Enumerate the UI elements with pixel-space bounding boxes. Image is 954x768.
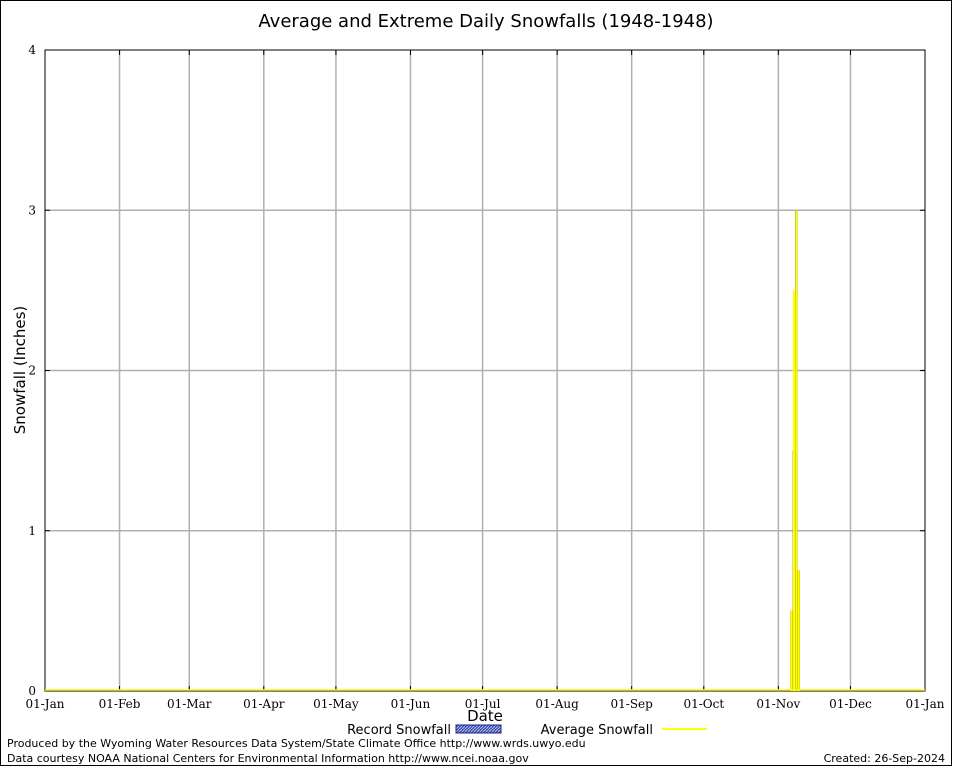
footer-courtesy: Data courtesy NOAA National Centers for …	[7, 752, 529, 765]
x-tick-label: 01-Mar	[167, 697, 212, 711]
data-bars	[45, 210, 925, 691]
x-tick-label: 01-May	[313, 697, 359, 711]
x-tick-label: 01-Apr	[243, 697, 285, 711]
chart-title: Average and Extreme Daily Snowfalls (194…	[258, 11, 713, 32]
y-tick-label: 4	[28, 43, 36, 57]
y-tick-label: 2	[28, 364, 36, 378]
x-tick-label: 01-Dec	[829, 697, 872, 711]
x-tick-label: 01-Jul	[465, 697, 501, 711]
x-tick-label: 01-Aug	[535, 697, 579, 711]
axis-ticks: 0 1 2 3 4 01-Jan 01-Feb 01-Mar 01-Apr 01-May 01-Ju…	[25, 43, 944, 711]
x-tick-label: 01-Jan	[25, 697, 64, 711]
y-tick-label: 1	[28, 524, 36, 538]
x-tick-label: 01-Jun	[391, 697, 431, 711]
x-tick-label: 01-Oct	[683, 697, 724, 711]
x-tick-label: 01-Nov	[756, 697, 800, 711]
footer-created: Created: 26-Sep-2024	[823, 752, 945, 765]
y-axis-title: Snowfall (Inches)	[11, 306, 29, 434]
x-axis-title: Date	[467, 707, 503, 725]
grid-lines	[45, 50, 925, 691]
x-tick-label: 01-Jan	[905, 697, 944, 711]
x-tick-label: 01-Sep	[611, 697, 654, 711]
y-tick-label: 0	[28, 684, 36, 698]
legend-label-average: Average Snowfall	[541, 723, 653, 738]
legend-label-record: Record Snowfall	[347, 723, 451, 738]
x-tick-label: 01-Feb	[99, 697, 141, 711]
legend-swatch-record	[455, 724, 502, 734]
legend: Record Snowfall Average Snowfall	[347, 723, 707, 738]
y-tick-label: 3	[28, 203, 36, 217]
footer-producer: Produced by the Wyoming Water Resources …	[7, 737, 586, 750]
